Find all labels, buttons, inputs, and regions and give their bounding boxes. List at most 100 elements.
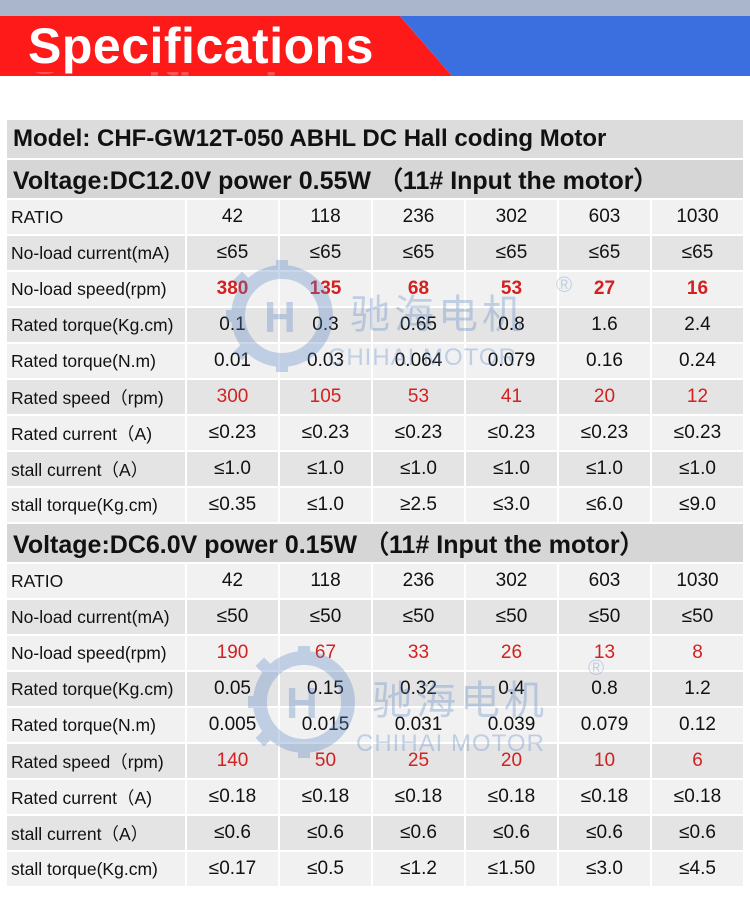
value-cell: ≤0.18 (278, 778, 373, 816)
value-cell: 0.01 (185, 342, 280, 380)
value-cell: 67 (278, 634, 373, 672)
value-cell: 140 (185, 742, 280, 780)
voltage-heading: Voltage:DC6.0V power 0.15W （11# Input th… (5, 522, 745, 564)
row-label: Rated current（A) (5, 778, 187, 816)
value-cell: ≤0.18 (557, 778, 652, 816)
value-cell: 300 (185, 378, 280, 416)
value-cell: ≤1.2 (371, 850, 466, 888)
spec-row: RATIO 42 118 236 302 603 1030 (5, 562, 745, 600)
banner-title-reflection: Specifications (28, 72, 367, 82)
value-cell: 0.1 (185, 306, 280, 344)
spec-row: Rated speed（rpm) 140 50 25 20 10 6 (5, 742, 745, 780)
value-cell: 16 (650, 270, 745, 308)
value-cell: 1030 (650, 198, 745, 236)
value-cell: ≤1.0 (278, 450, 373, 488)
value-cell: ≤0.6 (464, 814, 559, 852)
value-cell: ≤0.6 (557, 814, 652, 852)
row-label: Rated speed（rpm) (5, 378, 187, 416)
model-row: Model: CHF-GW12T-050 ABHL DC Hall coding… (5, 118, 745, 160)
row-label: Rated torque(Kg.cm) (5, 670, 187, 708)
value-cell: 25 (371, 742, 466, 780)
value-cell: 0.031 (371, 706, 466, 744)
value-cell: ≤0.23 (278, 414, 373, 452)
row-label: Rated torque(N.m) (5, 706, 187, 744)
row-label: Rated torque(Kg.cm) (5, 306, 187, 344)
value-cell: ≤0.23 (371, 414, 466, 452)
row-label: Rated speed（rpm) (5, 742, 187, 780)
value-cell: 0.16 (557, 342, 652, 380)
value-cell: ≤0.6 (185, 814, 280, 852)
spec-sheet: Model: CHF-GW12T-050 ABHL DC Hall coding… (5, 118, 745, 888)
value-cell: ≤0.23 (464, 414, 559, 452)
value-cell: 0.15 (278, 670, 373, 708)
value-cell: 0.079 (557, 706, 652, 744)
value-cell: ≤65 (557, 234, 652, 272)
value-cell: ≤1.0 (185, 450, 280, 488)
value-cell: ≤50 (557, 598, 652, 636)
value-cell: 0.4 (464, 670, 559, 708)
value-cell: 0.65 (371, 306, 466, 344)
value-cell: ≤0.23 (557, 414, 652, 452)
value-cell: 0.12 (650, 706, 745, 744)
value-cell: 0.3 (278, 306, 373, 344)
value-cell: ≤6.0 (557, 486, 652, 524)
value-cell: ≤65 (185, 234, 280, 272)
row-label: stall torque(Kg.cm) (5, 486, 187, 524)
value-cell: 236 (371, 562, 466, 600)
value-cell: 42 (185, 562, 280, 600)
value-cell: 603 (557, 562, 652, 600)
value-cell: ≤50 (185, 598, 280, 636)
value-cell: 0.005 (185, 706, 280, 744)
value-cell: ≤50 (278, 598, 373, 636)
row-label: RATIO (5, 562, 187, 600)
model-title: Model: CHF-GW12T-050 ABHL DC Hall coding… (5, 118, 745, 160)
value-cell: ≤65 (464, 234, 559, 272)
spec-row: Rated current（A) ≤0.23 ≤0.23 ≤0.23 ≤0.23 ≤0.2… (5, 414, 745, 452)
spec-row: No-load current(mA) ≤50 ≤50 ≤50 ≤50 ≤50 ≤50 (5, 598, 745, 636)
value-cell: 236 (371, 198, 466, 236)
spec-row: stall torque(Kg.cm) ≤0.17 ≤0.5 ≤1.2 ≤1.50 ≤3.… (5, 850, 745, 888)
value-cell: ≤0.17 (185, 850, 280, 888)
spec-row: RATIO 42 118 236 302 603 1030 (5, 198, 745, 236)
value-cell: ≤1.0 (650, 450, 745, 488)
row-label: Rated torque(N.m) (5, 342, 187, 380)
row-label: No-load current(mA) (5, 598, 187, 636)
value-cell: ≤3.0 (557, 850, 652, 888)
value-cell: 118 (278, 562, 373, 600)
specifications-banner: Specifications Specifications (0, 16, 750, 82)
row-label: stall torque(Kg.cm) (5, 850, 187, 888)
value-cell: ≤1.50 (464, 850, 559, 888)
value-cell: 53 (464, 270, 559, 308)
voltage-heading: Voltage:DC12.0V power 0.55W （11# Input t… (5, 158, 745, 200)
value-cell: 0.8 (464, 306, 559, 344)
value-cell: ≤50 (464, 598, 559, 636)
value-cell: 53 (371, 378, 466, 416)
spec-row: Rated torque(Kg.cm) 0.05 0.15 0.32 0.4 0.8 1.2 (5, 670, 745, 708)
spec-row: Rated torque(N.m) 0.005 0.015 0.031 0.039 0.0… (5, 706, 745, 744)
value-cell: 13 (557, 634, 652, 672)
value-cell: 68 (371, 270, 466, 308)
value-cell: 6 (650, 742, 745, 780)
value-cell: 33 (371, 634, 466, 672)
value-cell: 0.05 (185, 670, 280, 708)
value-cell: 603 (557, 198, 652, 236)
value-cell: 0.015 (278, 706, 373, 744)
value-cell: ≤1.0 (464, 450, 559, 488)
value-cell: 1.6 (557, 306, 652, 344)
value-cell: 118 (278, 198, 373, 236)
spec-row: No-load current(mA) ≤65 ≤65 ≤65 ≤65 ≤65 ≤65 (5, 234, 745, 272)
spec-table: Model: CHF-GW12T-050 ABHL DC Hall coding… (5, 118, 745, 888)
value-cell: ≤65 (371, 234, 466, 272)
value-cell: 20 (464, 742, 559, 780)
value-cell: ≤3.0 (464, 486, 559, 524)
value-cell: 302 (464, 198, 559, 236)
value-cell: ≤50 (371, 598, 466, 636)
value-cell: ≤1.0 (371, 450, 466, 488)
value-cell: ≤0.18 (464, 778, 559, 816)
banner-title: Specifications (28, 18, 374, 74)
top-band (0, 0, 750, 16)
value-cell: 190 (185, 634, 280, 672)
value-cell: 0.064 (371, 342, 466, 380)
spec-row: No-load speed(rpm) 380 135 68 53 27 16 (5, 270, 745, 308)
value-cell: ≤4.5 (650, 850, 745, 888)
